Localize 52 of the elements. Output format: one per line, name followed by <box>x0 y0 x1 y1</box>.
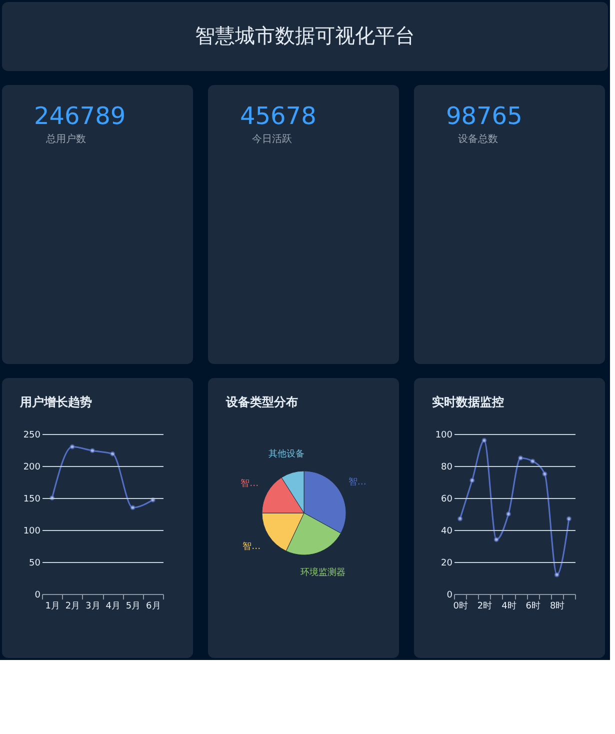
point <box>494 537 499 542</box>
text: 智慧城市数据可视化平台 <box>195 24 415 48</box>
chart-title: 设备类型分布 <box>225 395 298 409</box>
text: 45678 <box>240 102 316 130</box>
point <box>554 572 560 578</box>
x-tick-label: 6月 <box>146 602 161 612</box>
x-tick-label: 1月 <box>45 602 60 612</box>
text: 总用户数 <box>45 133 86 145</box>
slice-label: 环境监测器 <box>300 566 346 578</box>
x-tick-label: 2月 <box>65 602 80 612</box>
point <box>542 472 548 476</box>
y-tick-label: 150 <box>23 494 41 504</box>
x-tick-label: 4月 <box>106 602 120 612</box>
chart-title: 实时数据监控 <box>432 395 504 409</box>
y-tick-label: 100 <box>23 526 41 536</box>
slice-label: 智… <box>348 476 366 488</box>
point <box>90 448 95 454</box>
point <box>530 458 536 464</box>
x-tick-label: 5月 <box>126 602 141 612</box>
point <box>506 512 511 516</box>
text: 98765 <box>446 102 522 130</box>
y-tick-label: 50 <box>29 558 41 568</box>
y-tick-label: 80 <box>441 462 453 472</box>
y-tick-label: 20 <box>441 558 453 568</box>
x-tick-label: 8时 <box>550 600 565 612</box>
y-tick-label: 100 <box>435 430 453 440</box>
point <box>110 451 116 456</box>
point <box>482 438 487 443</box>
point <box>518 456 524 460</box>
slice-label: 智… <box>240 478 259 490</box>
point <box>470 478 475 483</box>
x-tick-label: 3月 <box>86 602 100 612</box>
point <box>458 516 463 522</box>
x-tick-label: 0时 <box>453 600 468 612</box>
text: 今日活跃 <box>252 133 292 145</box>
y-tick-label: 60 <box>441 494 453 504</box>
point <box>70 444 75 450</box>
chart-title: 用户增长趋势 <box>19 395 92 409</box>
x-tick-label: 4时 <box>502 600 516 612</box>
slice-label: 其他设备 <box>268 448 305 460</box>
text: 设备总数 <box>458 133 498 145</box>
x-tick-label: 2时 <box>477 600 492 612</box>
y-tick-label: 200 <box>23 462 41 472</box>
y-tick-label: 250 <box>23 430 41 440</box>
y-tick-label: 0 <box>34 590 41 600</box>
slice-label: 智… <box>242 541 261 552</box>
point <box>130 505 136 510</box>
x-tick-label: 6时 <box>526 600 541 612</box>
y-tick-label: 0 <box>446 590 453 600</box>
text: 246789 <box>34 102 126 130</box>
y-tick-label: 40 <box>441 526 453 536</box>
point <box>566 516 572 522</box>
